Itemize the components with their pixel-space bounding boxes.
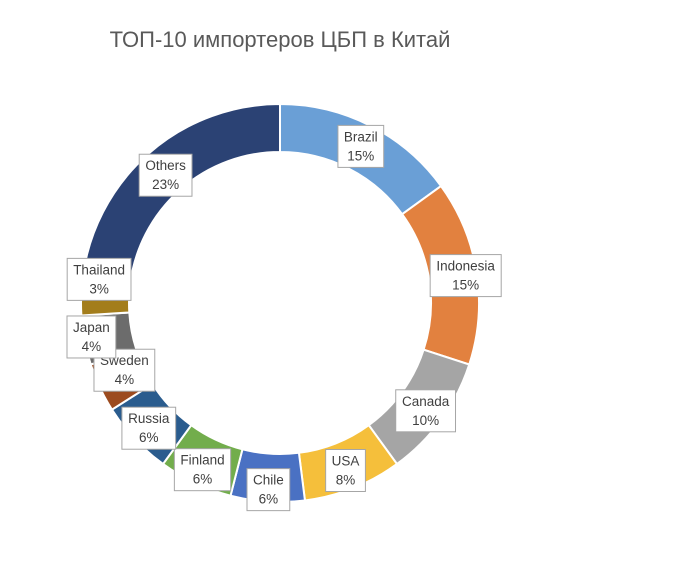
label-value-others: 23% (152, 177, 179, 192)
label-others: Others 23% (138, 153, 193, 197)
label-box-russia (121, 406, 177, 450)
label-name-chile: Chile (253, 473, 284, 488)
label-name-russia: Russia (128, 411, 170, 426)
label-value-brazil: 15% (347, 148, 374, 163)
label-usa: USA 8% (325, 449, 366, 493)
data-labels: Brazil 15% Indonesia 15% Canada 10% USA 8% Chile… (66, 124, 502, 512)
label-value-japan: 4% (82, 339, 102, 354)
label-value-usa: 8% (336, 473, 356, 488)
label-box-brazil (337, 124, 385, 168)
label-name-finland: Finland (180, 453, 224, 468)
label-value-thailand: 3% (89, 281, 109, 296)
slice-others (81, 102, 281, 286)
label-box-japan (66, 315, 117, 359)
label-value-sweden: 4% (115, 372, 135, 387)
label-name-usa: USA (332, 454, 360, 469)
label-name-canada: Canada (402, 394, 450, 409)
label-name-indonesia: Indonesia (436, 259, 495, 274)
label-finland: Finland 6% (173, 448, 232, 492)
label-name-thailand: Thailand (73, 262, 125, 277)
label-indonesia: Indonesia 15% (429, 254, 502, 298)
label-box-usa (325, 449, 366, 493)
label-name-brazil: Brazil (344, 129, 378, 144)
label-value-finland: 6% (193, 472, 213, 487)
label-box-others (138, 153, 193, 197)
label-value-russia: 6% (139, 430, 159, 445)
label-value-canada: 10% (412, 413, 439, 428)
label-box-indonesia (429, 254, 502, 298)
label-name-japan: Japan (73, 320, 110, 335)
label-thailand: Thailand 3% (66, 257, 132, 301)
label-box-canada (395, 389, 457, 433)
label-chile: Chile 6% (246, 468, 291, 512)
label-box-thailand (66, 257, 132, 301)
label-brazil: Brazil 15% (337, 124, 385, 168)
label-box-finland (173, 448, 232, 492)
label-value-chile: 6% (259, 492, 279, 507)
label-japan: Japan 4% (66, 315, 117, 359)
label-name-others: Others (145, 158, 186, 173)
label-value-indonesia: 15% (452, 278, 479, 293)
chart-title: ТОП-10 импортеров ЦБП в Китай (110, 27, 451, 52)
label-russia: Russia 6% (121, 406, 177, 450)
label-canada: Canada 10% (395, 389, 457, 433)
label-box-chile (246, 468, 291, 512)
